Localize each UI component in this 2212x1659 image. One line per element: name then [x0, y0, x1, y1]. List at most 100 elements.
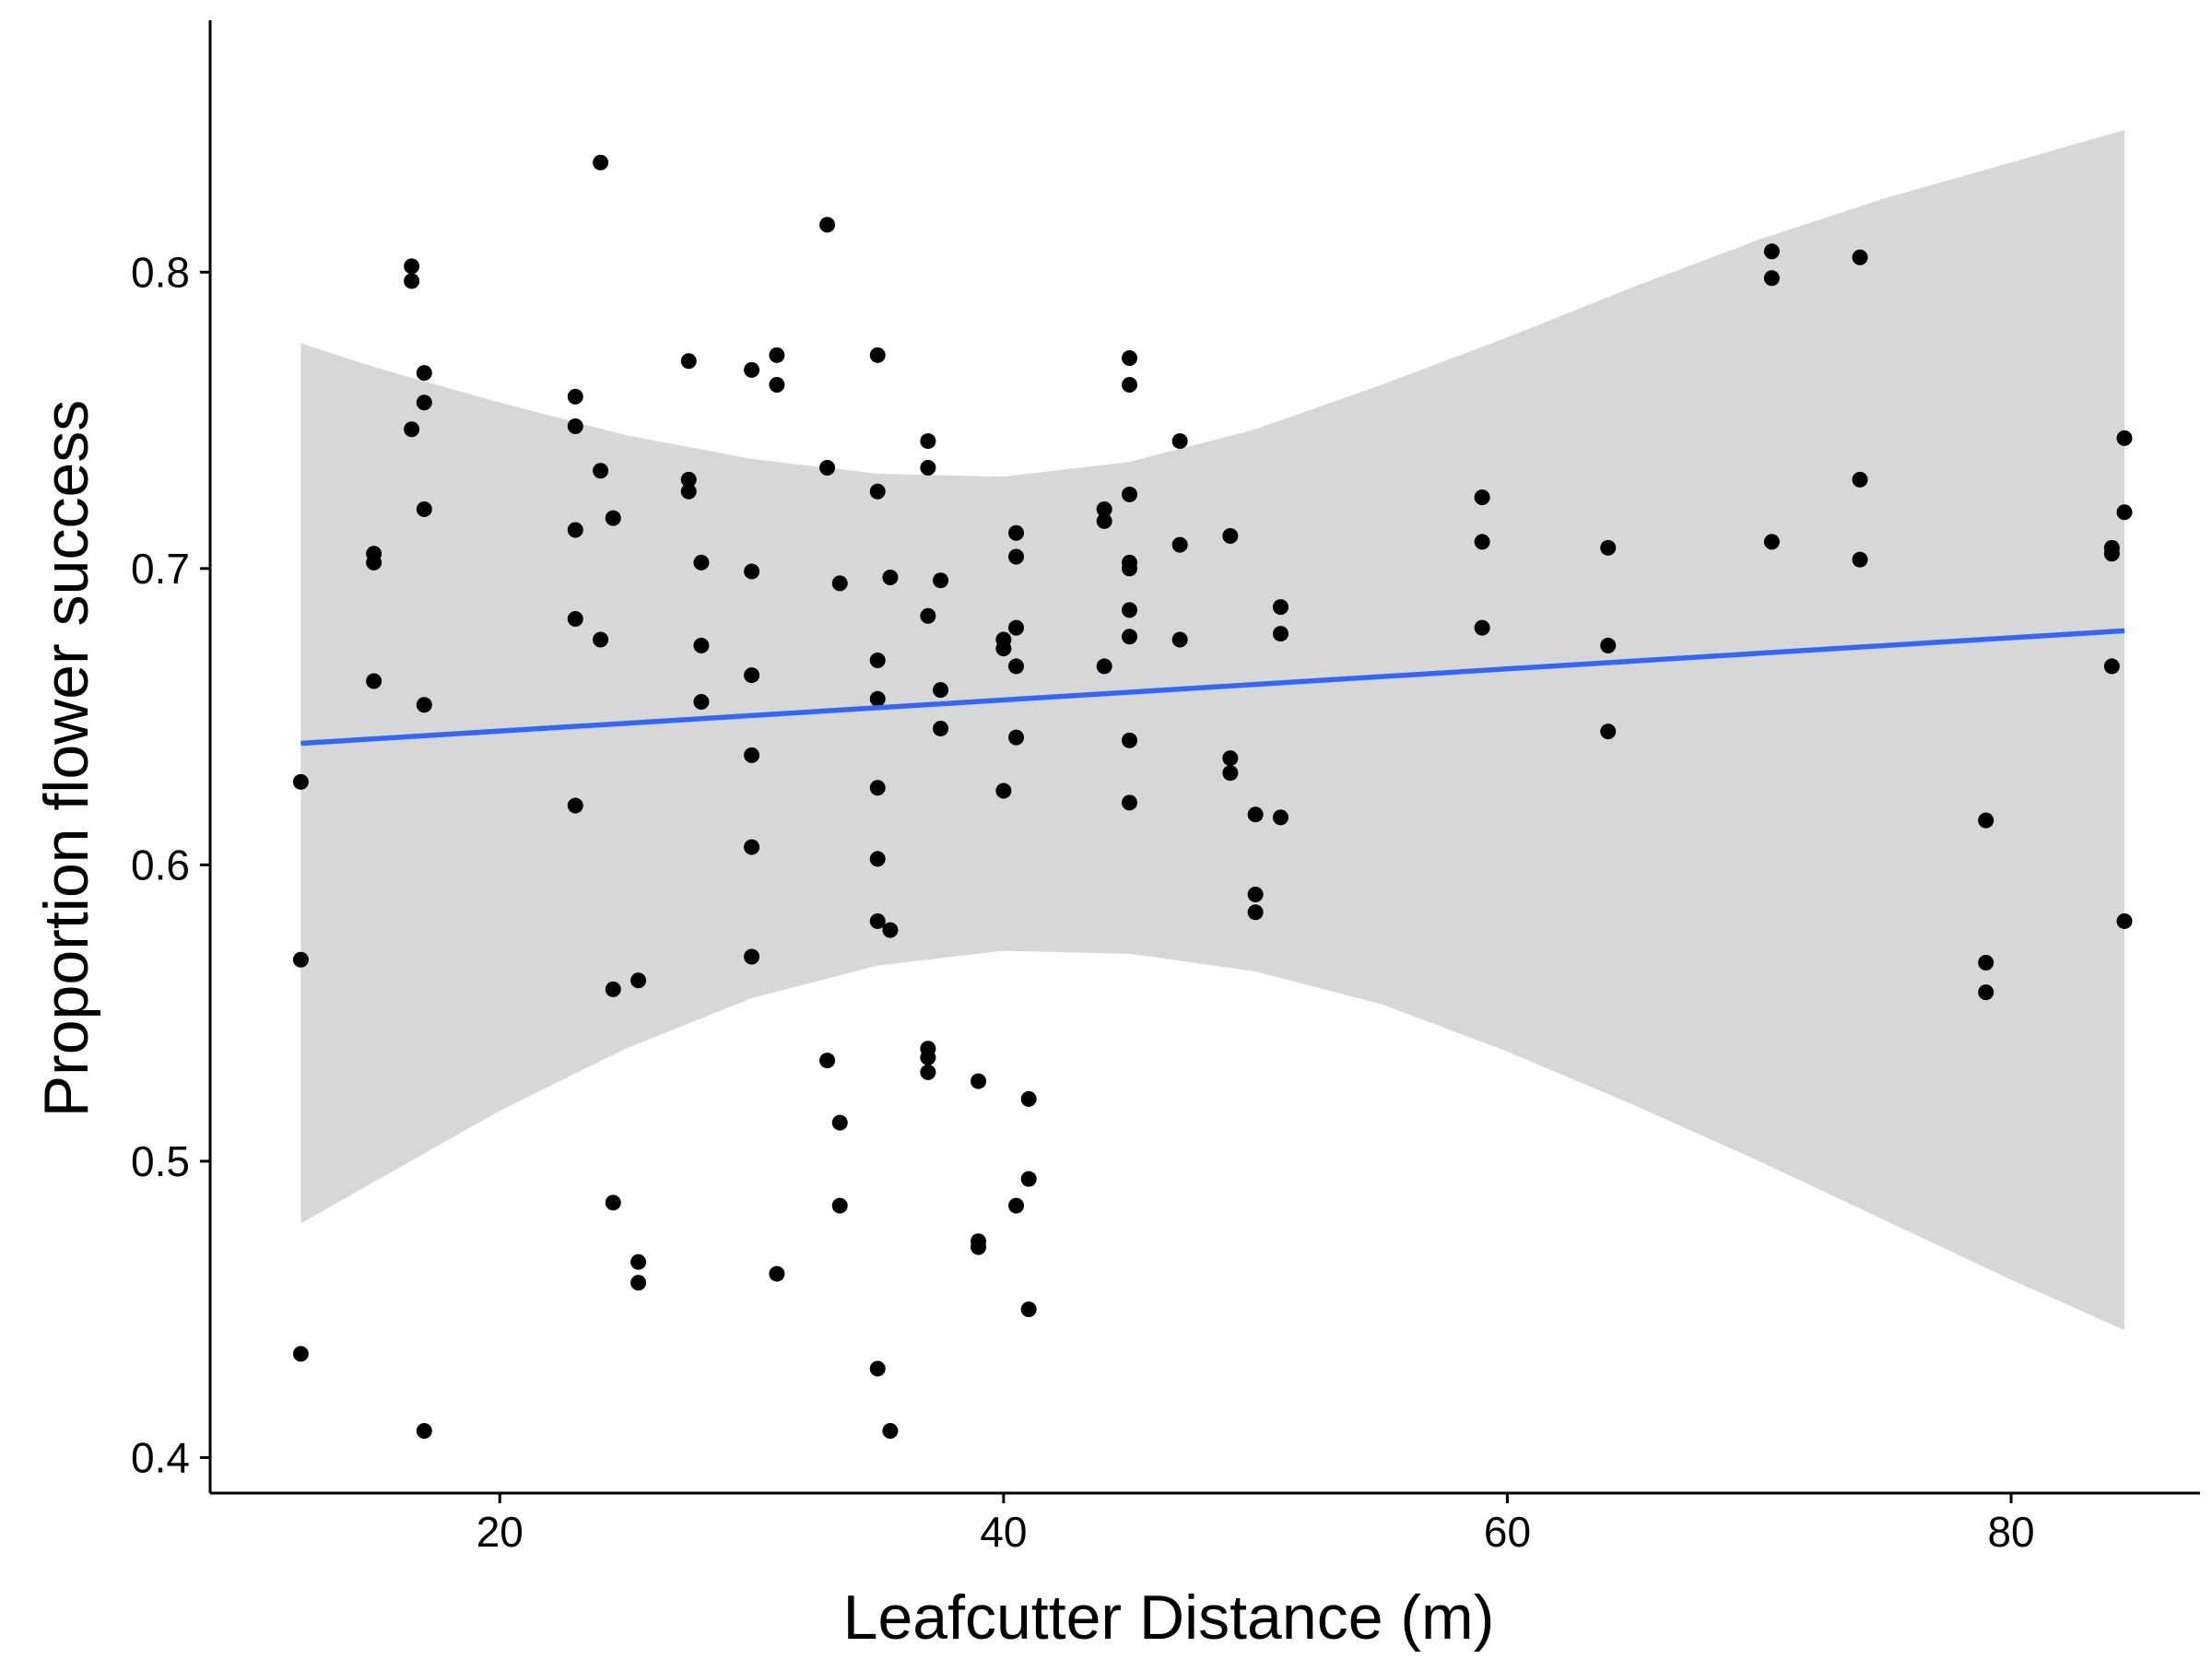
y-axis-title: Proportion flower success: [31, 400, 101, 1118]
data-point-12: [416, 697, 432, 713]
data-point-79: [1008, 729, 1025, 746]
data-point-106: [1272, 626, 1288, 642]
data-point-48: [831, 1197, 848, 1214]
plot-area: [292, 129, 2133, 1439]
data-point-122: [1978, 984, 1994, 1001]
data-point-93: [1122, 629, 1138, 645]
data-point-17: [567, 610, 583, 627]
data-point-44: [819, 460, 836, 477]
data-point-29: [680, 471, 697, 488]
data-point-56: [869, 1360, 886, 1377]
data-point-125: [2103, 658, 2120, 675]
data-point-33: [693, 694, 710, 711]
data-point-80: [1008, 1197, 1025, 1214]
x-tick-label-1: 40: [980, 1508, 1027, 1556]
data-point-43: [819, 217, 836, 233]
data-point-91: [1122, 560, 1138, 577]
data-point-68: [933, 720, 949, 736]
y-tick-label-2: 0.6: [131, 841, 190, 888]
data-point-62: [920, 607, 936, 624]
data-point-20: [593, 463, 609, 479]
data-point-54: [869, 851, 886, 867]
data-point-61: [920, 460, 936, 477]
y-tick-label-4: 0.8: [131, 248, 190, 296]
data-point-124: [2103, 546, 2120, 562]
data-point-41: [769, 376, 785, 393]
data-point-9: [416, 365, 432, 382]
data-point-108: [1474, 489, 1490, 506]
data-point-28: [680, 353, 697, 370]
data-point-69: [971, 1073, 987, 1089]
data-point-42: [769, 1265, 785, 1282]
data-point-51: [869, 653, 886, 669]
data-point-50: [869, 483, 886, 500]
data-point-111: [1600, 539, 1617, 556]
data-point-127: [2116, 504, 2133, 521]
data-point-128: [2116, 912, 2133, 929]
data-point-110: [1474, 619, 1490, 636]
data-point-95: [1122, 794, 1138, 811]
data-point-109: [1474, 534, 1490, 550]
data-point-83: [1020, 1301, 1037, 1318]
data-point-120: [1978, 812, 1994, 829]
x-tick-label-3: 80: [1987, 1508, 2034, 1556]
data-point-94: [1122, 732, 1138, 748]
data-point-35: [744, 563, 760, 580]
data-point-32: [693, 637, 710, 653]
data-point-23: [605, 981, 621, 997]
data-point-78: [1008, 658, 1025, 675]
data-point-53: [869, 780, 886, 796]
data-point-49: [869, 347, 886, 363]
data-point-60: [920, 433, 936, 450]
data-point-31: [693, 554, 710, 571]
data-point-98: [1171, 631, 1188, 648]
data-points: [292, 154, 2133, 1439]
data-point-59: [882, 1422, 899, 1439]
data-point-105: [1272, 599, 1288, 616]
data-point-115: [1763, 270, 1780, 287]
data-point-18: [567, 797, 583, 814]
data-point-38: [744, 839, 760, 855]
data-point-113: [1600, 724, 1617, 740]
y-tick-label-3: 0.7: [131, 545, 190, 593]
x-tick-label-0: 20: [477, 1508, 524, 1556]
data-point-81: [1020, 1090, 1037, 1107]
data-point-27: [630, 1275, 647, 1291]
data-point-0: [292, 773, 309, 790]
data-point-101: [1222, 765, 1239, 782]
data-point-39: [744, 948, 760, 965]
data-point-75: [1008, 524, 1025, 541]
data-point-66: [933, 572, 949, 589]
data-point-45: [819, 1053, 836, 1069]
data-point-85: [1096, 512, 1112, 529]
data-point-21: [593, 631, 609, 648]
data-point-4: [366, 554, 382, 571]
x-axis-ticks: 20 40 60 80: [477, 1493, 2035, 1556]
data-point-19: [593, 154, 609, 171]
confidence-band: [300, 129, 2125, 1331]
data-point-100: [1222, 750, 1239, 767]
data-point-10: [416, 394, 432, 411]
data-point-13: [416, 1422, 432, 1439]
regression-line: [300, 628, 2125, 747]
data-point-71: [971, 1239, 987, 1255]
data-point-118: [1852, 471, 1868, 488]
data-point-82: [1020, 1171, 1037, 1187]
data-point-112: [1600, 637, 1617, 653]
data-point-67: [933, 682, 949, 699]
x-axis-title: Leafcutter Distance (m): [843, 1583, 1495, 1653]
y-tick-label-1: 0.5: [131, 1137, 190, 1185]
data-point-1: [292, 951, 309, 968]
data-point-74: [995, 782, 1012, 799]
data-point-40: [769, 347, 785, 363]
y-axis-ticks: 0.4 0.5 0.6 0.7 0.8: [131, 248, 210, 1481]
data-point-24: [605, 1194, 621, 1211]
data-point-15: [567, 418, 583, 434]
data-point-34: [744, 361, 760, 378]
data-point-5: [366, 673, 382, 689]
data-point-84: [1096, 501, 1112, 518]
data-point-104: [1247, 904, 1264, 921]
data-point-14: [567, 388, 583, 405]
data-point-76: [1008, 548, 1025, 565]
